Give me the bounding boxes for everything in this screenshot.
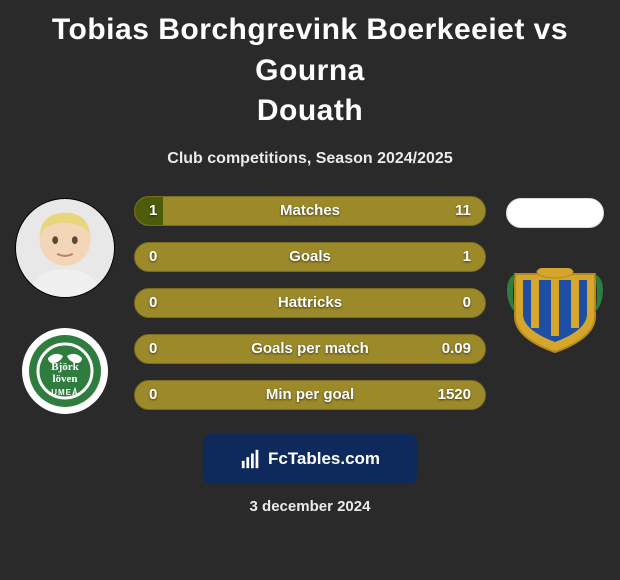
stats-bars: 1Matches110Goals10Hattricks00Goals per m… <box>134 196 486 410</box>
stat-label: Hattricks <box>195 294 425 311</box>
stat-label: Goals per match <box>195 340 425 357</box>
stat-right-value: 0 <box>425 294 485 311</box>
stat-left-value: 0 <box>135 340 195 357</box>
player2-avatar-placeholder <box>506 198 604 228</box>
stat-right-value: 1 <box>425 248 485 265</box>
comparison-main: Björk löven UMEÅ 1Matches110Goals10Hattr… <box>10 196 610 414</box>
brand-box[interactable]: FcTables.com <box>203 434 417 484</box>
club2-icon <box>507 268 603 354</box>
player1-avatar-icon <box>16 199 114 297</box>
stat-label: Goals <box>195 248 425 265</box>
player2-club-badge <box>507 268 603 354</box>
player-right-column <box>500 196 610 354</box>
stat-left-value: 0 <box>135 248 195 265</box>
stat-bar: 1Matches11 <box>134 196 486 226</box>
stat-right-value: 0.09 <box>425 340 485 357</box>
stat-left-value: 1 <box>135 202 195 219</box>
player-left-column: Björk löven UMEÅ <box>10 196 120 414</box>
brand-text: FcTables.com <box>268 449 380 469</box>
stat-bar: 0Min per goal1520 <box>134 380 486 410</box>
stat-label: Min per goal <box>195 386 425 403</box>
club1-icon: Björk löven UMEÅ <box>28 334 102 408</box>
chart-icon <box>240 448 262 470</box>
page-title: Tobias Borchgrevink Boerkeeiet vs Gourna… <box>10 10 610 132</box>
stat-bar: 0Goals per match0.09 <box>134 334 486 364</box>
player1-club-badge: Björk löven UMEÅ <box>22 328 108 414</box>
subtitle: Club competitions, Season 2024/2025 <box>10 150 610 168</box>
svg-text:UMEÅ: UMEÅ <box>51 388 79 397</box>
date-text: 3 december 2024 <box>10 498 610 515</box>
stat-left-value: 0 <box>135 294 195 311</box>
title-line-2: Douath <box>257 94 363 127</box>
stat-label: Matches <box>195 202 425 219</box>
svg-text:löven: löven <box>52 373 77 385</box>
stat-bar: 0Goals1 <box>134 242 486 272</box>
title-line-1: Tobias Borchgrevink Boerkeeiet vs Gourna <box>52 13 568 87</box>
stat-left-value: 0 <box>135 386 195 403</box>
stat-right-value: 1520 <box>425 386 485 403</box>
stat-right-value: 11 <box>425 202 485 219</box>
player1-avatar <box>15 198 115 298</box>
svg-text:Björk: Björk <box>51 361 79 373</box>
stat-bar: 0Hattricks0 <box>134 288 486 318</box>
comparison-card: Tobias Borchgrevink Boerkeeiet vs Gourna… <box>0 0 620 523</box>
